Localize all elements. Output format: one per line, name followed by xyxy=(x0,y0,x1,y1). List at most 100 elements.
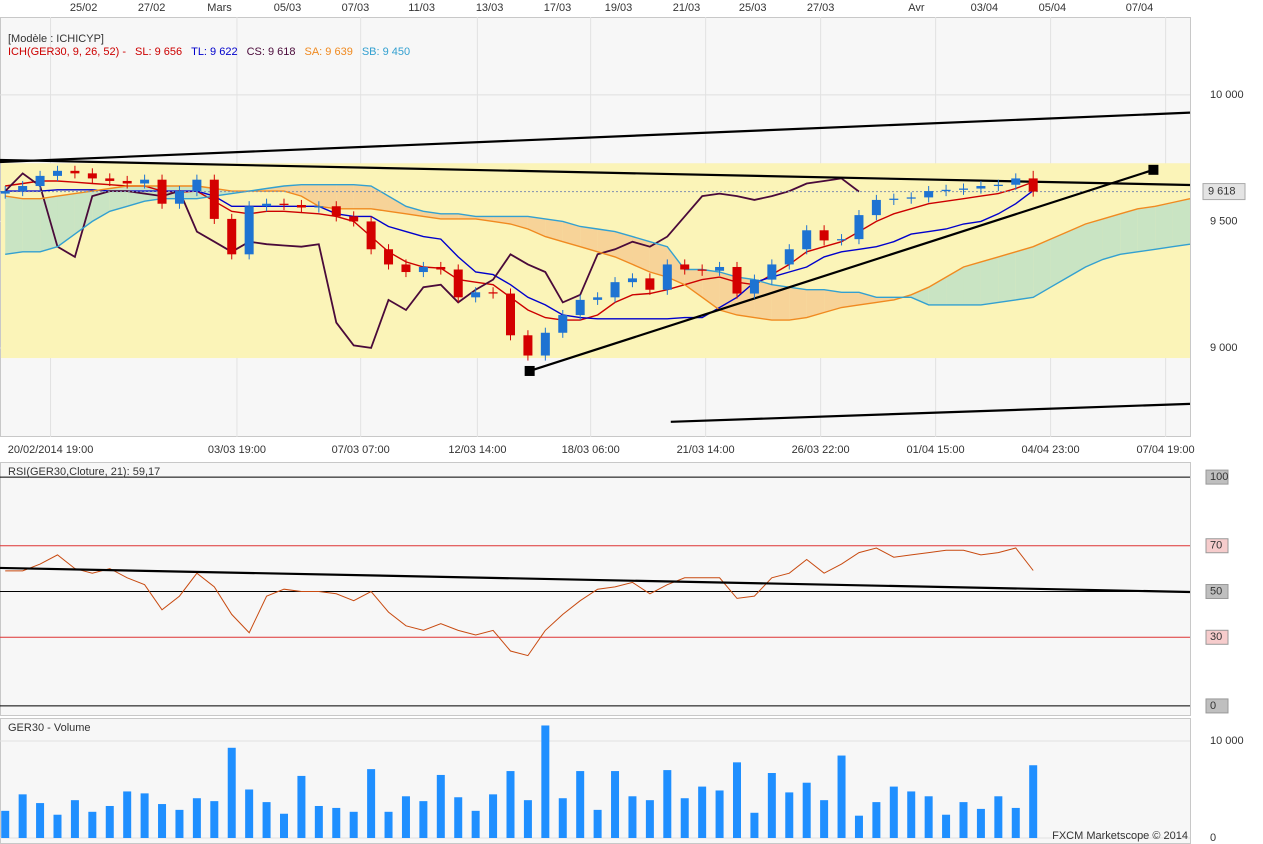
cloud-segment xyxy=(858,292,877,305)
y-tick-label: 100 xyxy=(1210,471,1228,483)
cloud-segment xyxy=(684,269,703,298)
cloud-segment xyxy=(998,251,1016,303)
candle-body xyxy=(767,264,777,280)
top-x-tick-label: 17/03 xyxy=(544,2,572,14)
top-x-tick-label: 21/03 xyxy=(673,2,701,14)
top-x-tick-label: 19/03 xyxy=(605,2,633,14)
volume-bar xyxy=(541,725,550,838)
candle-body xyxy=(505,293,515,336)
volume-bar xyxy=(576,771,585,838)
volume-bar xyxy=(854,815,863,838)
legend-item: CS: 9 618 xyxy=(247,46,296,58)
candle-body xyxy=(105,178,115,181)
volume-bar xyxy=(454,797,463,838)
candle-body xyxy=(627,278,637,283)
tick-label-box xyxy=(1205,538,1229,554)
trend-handle xyxy=(1148,164,1159,175)
cloud-segment xyxy=(980,256,999,305)
y-tick-label: 30 xyxy=(1210,631,1222,643)
cloud-segment xyxy=(841,292,859,308)
cloud-segment xyxy=(22,198,41,252)
candle-body xyxy=(192,179,202,192)
volume-bar xyxy=(750,812,759,838)
cloud-segment xyxy=(388,196,406,214)
candle-body xyxy=(140,179,150,184)
x-tick-label: 04/04 23:00 xyxy=(1022,444,1080,456)
candle-body xyxy=(18,186,28,192)
candle-body xyxy=(52,170,62,176)
tick-label-box xyxy=(1205,629,1229,645)
volume-bar xyxy=(628,796,637,838)
x-tick-label: 12/03 14:00 xyxy=(448,444,506,456)
volume-bar xyxy=(645,800,654,838)
y-tick-label: 10 000 xyxy=(1210,735,1244,747)
cloud-segment xyxy=(109,186,128,212)
candle-body xyxy=(35,175,45,187)
cloud-segment xyxy=(1050,231,1069,288)
top-x-tick-label: Avr xyxy=(908,2,925,14)
volume-bar xyxy=(489,794,498,838)
candle-body xyxy=(697,269,707,271)
x-tick-label: 20/02/2014 19:00 xyxy=(8,444,94,456)
candle-body xyxy=(715,266,725,271)
volume-bar xyxy=(767,773,776,838)
y-tick-label: 70 xyxy=(1210,540,1222,552)
x-tick-label: 07/04 19:00 xyxy=(1137,444,1195,456)
candle-body xyxy=(837,239,847,241)
cloud-segment xyxy=(336,184,354,209)
volume-bar xyxy=(18,794,27,838)
candle-body xyxy=(1011,178,1021,185)
candle-body xyxy=(749,279,759,294)
y-tick-label: 0 xyxy=(1210,700,1216,712)
x-tick-label: 21/03 14:00 xyxy=(677,444,735,456)
trend-line xyxy=(0,111,1191,164)
candle-body xyxy=(906,197,916,199)
cloud-segment xyxy=(771,284,790,321)
candle-body xyxy=(227,218,237,255)
volume-bar xyxy=(802,782,811,838)
volume-bar xyxy=(158,804,167,838)
volume-bar xyxy=(611,771,620,838)
candle-body xyxy=(941,189,951,192)
volume-bar xyxy=(1011,807,1020,838)
top-x-tick-label: 03/04 xyxy=(971,2,999,14)
volume-bar xyxy=(593,809,602,838)
x-tick-label: 01/04 15:00 xyxy=(907,444,965,456)
candle-body xyxy=(540,332,550,356)
candle-body xyxy=(819,230,829,241)
candle-body xyxy=(993,184,1003,187)
volume-bar xyxy=(53,814,62,838)
cloud-segment xyxy=(580,226,598,252)
volume-bar xyxy=(680,798,689,838)
cloud-segment xyxy=(440,213,459,219)
volume-bar xyxy=(245,789,254,838)
candle-body xyxy=(523,335,533,356)
volume-bar xyxy=(401,796,410,838)
cloud-segment xyxy=(57,193,75,247)
candle-body xyxy=(732,266,742,294)
candle-body xyxy=(122,180,132,184)
candle-body xyxy=(958,188,968,190)
cloud-segment xyxy=(283,184,302,197)
candle-body xyxy=(366,221,376,250)
volume-bar xyxy=(907,791,916,838)
volume-bar xyxy=(70,800,79,838)
volume-bar xyxy=(88,811,97,838)
rsi-line xyxy=(5,547,1034,657)
top-x-tick-label: 25/03 xyxy=(739,2,767,14)
volume-bar xyxy=(715,790,724,838)
volume-bar xyxy=(820,800,829,838)
volume-bar xyxy=(123,791,132,838)
candle-body xyxy=(436,266,446,270)
volume-bar xyxy=(523,800,532,838)
cloud-segment xyxy=(789,287,807,321)
volume-bar xyxy=(889,786,898,838)
volume-bar xyxy=(332,807,341,838)
indicator-line xyxy=(4,172,860,349)
candle-body xyxy=(976,186,986,189)
volume-bar xyxy=(872,802,881,838)
x-tick-label: 03/03 19:00 xyxy=(208,444,266,456)
candle-body xyxy=(453,269,463,298)
